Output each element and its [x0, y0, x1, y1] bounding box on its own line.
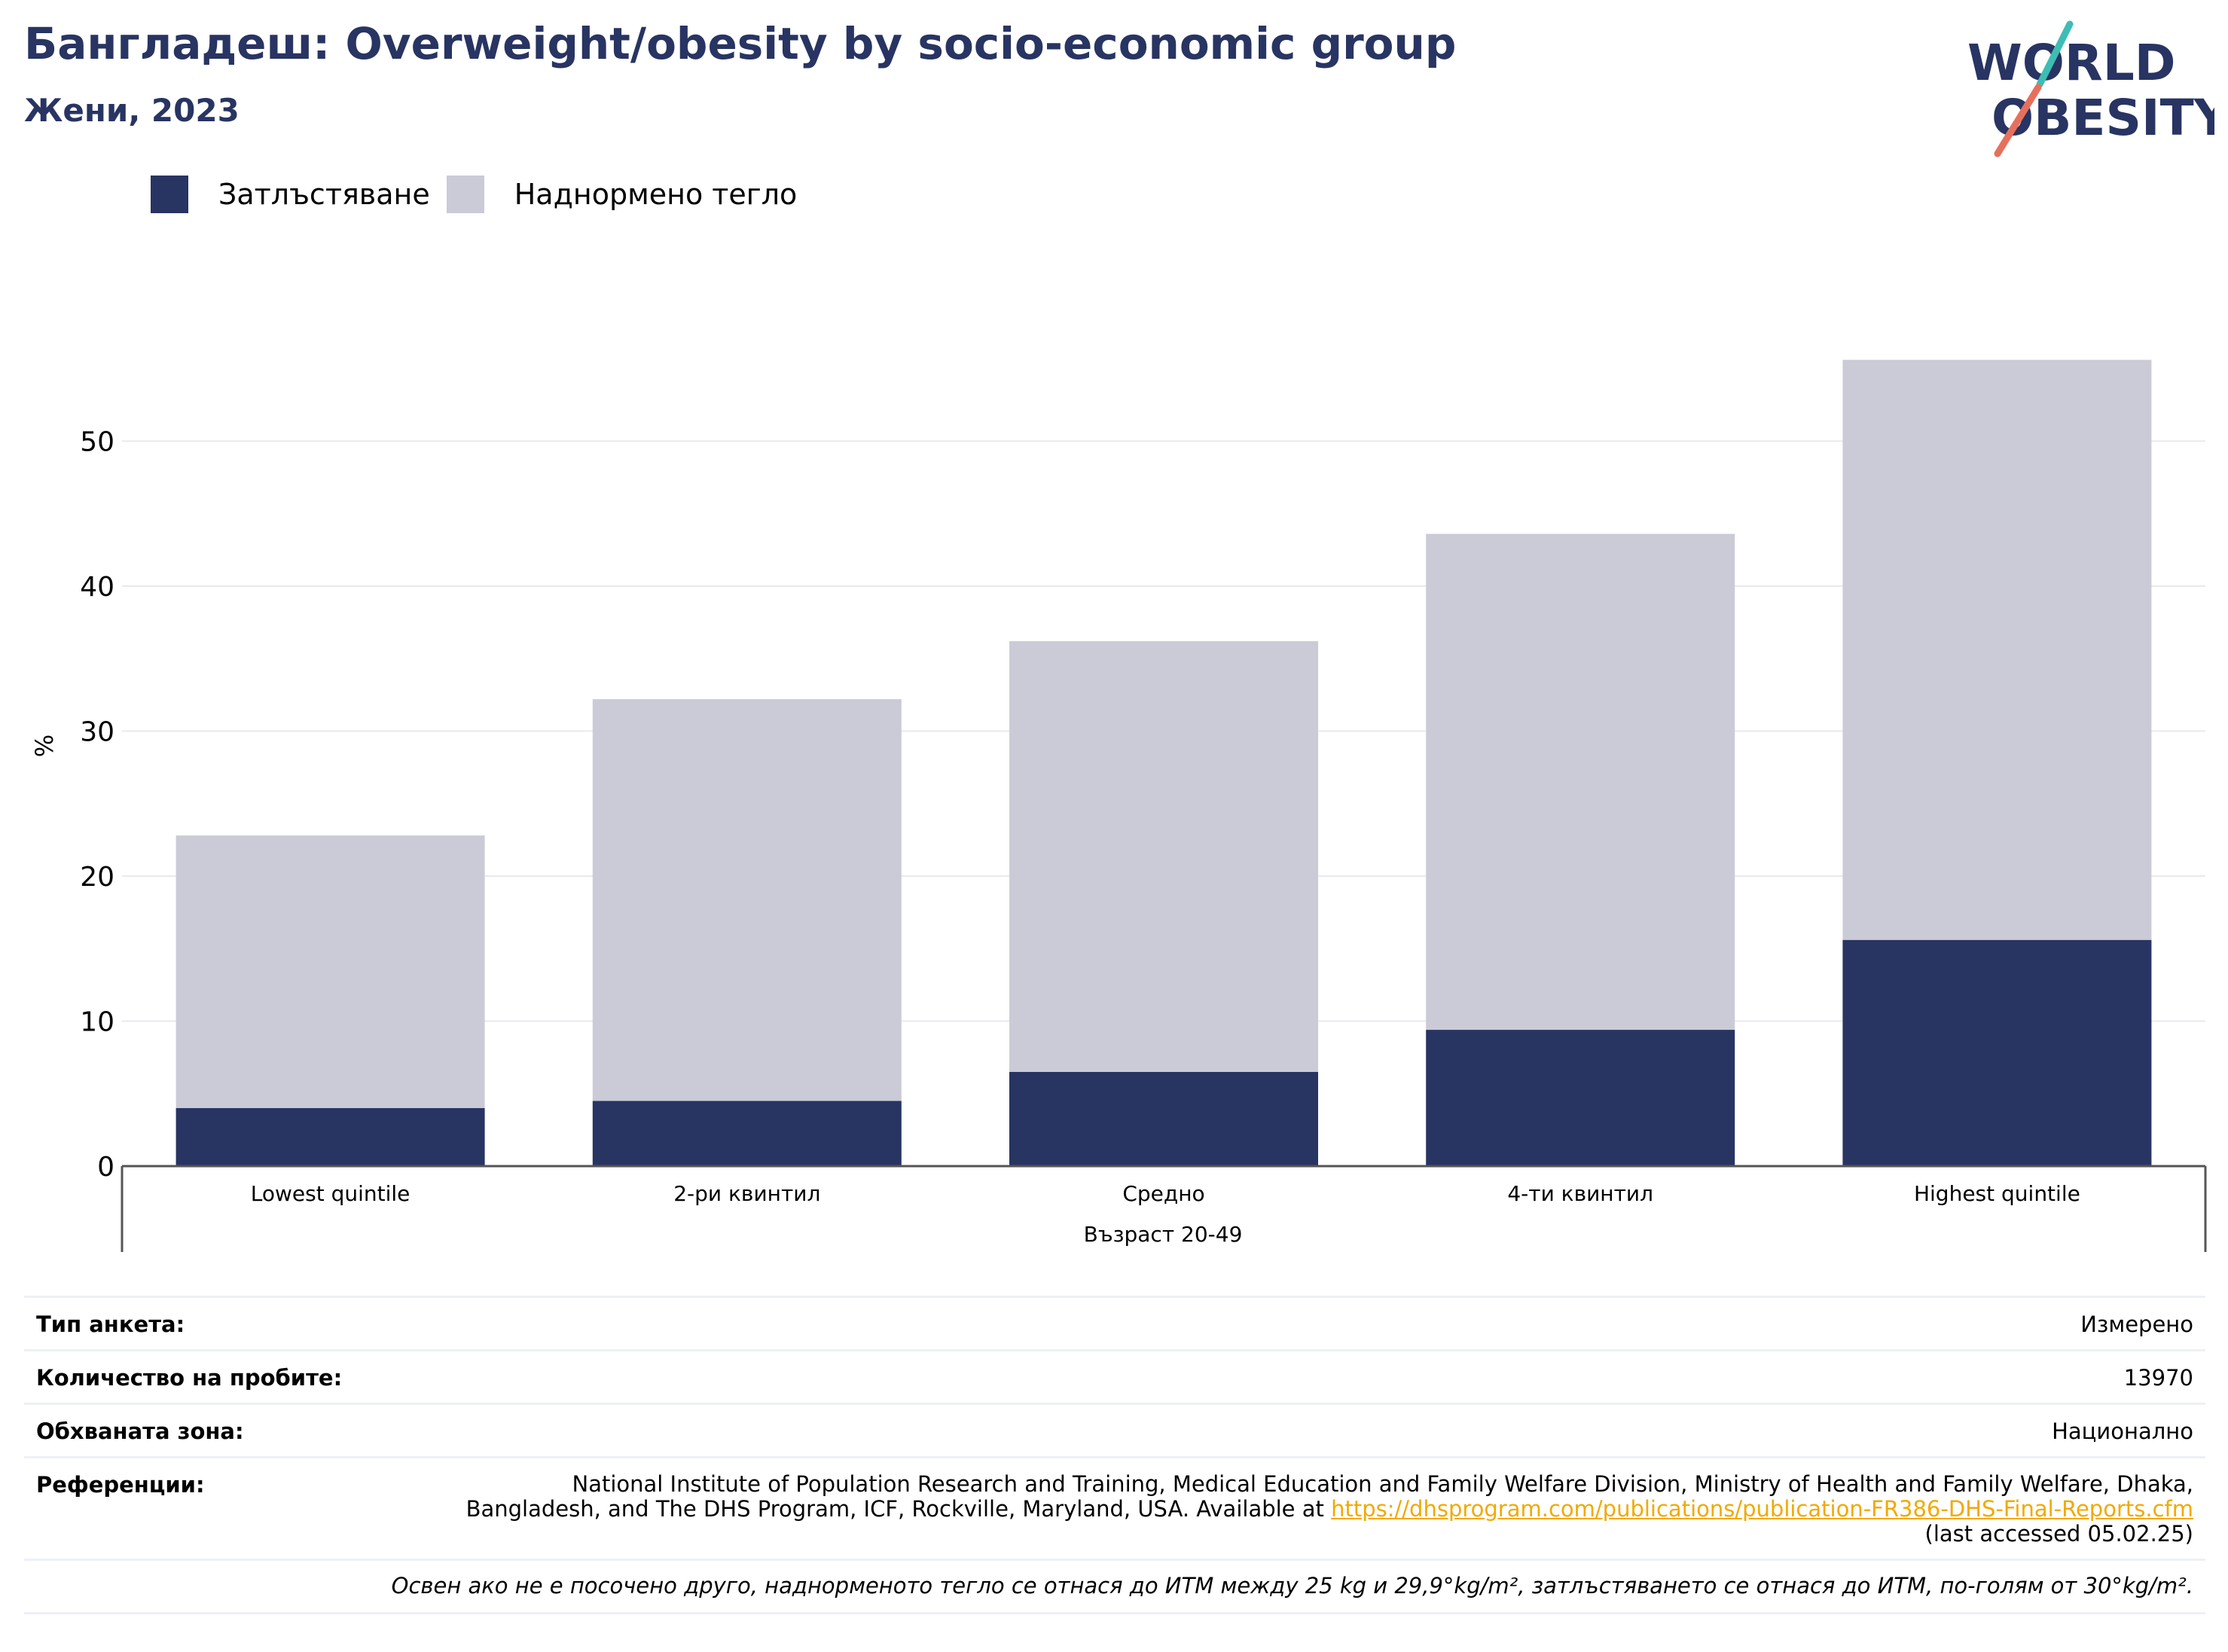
x-tick-label: 4-ти квинтил	[1507, 1181, 1653, 1206]
info-row-coverage: Обхваната зона: Национално	[24, 1403, 2205, 1456]
legend-label-overweight: Наднормено тегло	[514, 178, 798, 211]
bar-overweight[interactable]	[592, 699, 902, 1101]
info-row-survey-type: Тип анкета: Измерено	[24, 1296, 2205, 1349]
references-text: National Institute of Population Researc…	[465, 1471, 2193, 1522]
coverage-label: Обхваната зона:	[36, 1418, 244, 1444]
references-link[interactable]: https://dhsprogram.com/publications/publ…	[1331, 1496, 2193, 1522]
legend-swatch-obesity	[151, 176, 188, 213]
x-tick-label: Lowest quintile	[251, 1181, 411, 1206]
survey-type-label: Тип анкета:	[36, 1312, 185, 1337]
y-tick-label: 20	[80, 862, 114, 893]
y-tick-label: 0	[97, 1152, 114, 1183]
bar-obesity[interactable]	[1426, 1030, 1735, 1166]
logo-line1: WORLD	[1967, 34, 2176, 92]
references-label: Референции:	[36, 1472, 205, 1498]
y-tick-label: 50	[80, 427, 114, 458]
world-obesity-logo: WORLD OBESITY	[1967, 20, 2214, 157]
y-tick-label: 10	[80, 1007, 114, 1038]
sample-size-label: Количество на пробите:	[36, 1365, 343, 1391]
legend-swatch-overweight	[446, 176, 484, 213]
references-value: National Institute of Population Researc…	[461, 1472, 2193, 1547]
bar-obesity[interactable]	[175, 1108, 485, 1166]
bar-obesity[interactable]	[1009, 1071, 1318, 1166]
legend-item-obesity[interactable]: Затлъстяване	[151, 176, 430, 213]
info-row-references: Референции: National Institute of Popula…	[24, 1456, 2205, 1559]
chart-legend: Затлъстяване Наднормено тегло	[151, 173, 813, 215]
info-table: Тип анкета: Измерено Количество на проби…	[24, 1296, 2205, 1614]
legend-item-overweight[interactable]: Наднормено тегло	[446, 176, 798, 213]
bar-overweight[interactable]	[1009, 641, 1318, 1072]
y-tick-label: 30	[80, 717, 114, 748]
x-tick-label: 2-ри квинтил	[673, 1181, 820, 1206]
bar-overweight[interactable]	[1842, 359, 2152, 940]
definition-note: Освен ако не е посочено друго, наднормен…	[24, 1559, 2205, 1614]
chart-title: Бангладеш: Overweight/obesity by socio-e…	[24, 18, 1457, 69]
x-tick-label: Средно	[1122, 1181, 1204, 1206]
bar-overweight[interactable]	[175, 835, 485, 1108]
bars	[175, 359, 2152, 1166]
axes: 0 10 20 30 40 50 Lowest quintile 2-ри квинтил Ср…	[80, 427, 2207, 1252]
logo-slash-bottom	[1994, 84, 2042, 157]
bar-obesity[interactable]	[592, 1101, 902, 1166]
survey-type-value: Измерено	[2080, 1312, 2193, 1337]
info-row-sample-size: Количество на пробите: 13970	[24, 1349, 2205, 1403]
sample-size-value: 13970	[2123, 1365, 2193, 1391]
x-tick-label: Highest quintile	[1914, 1181, 2080, 1206]
logo-slash-top	[2036, 20, 2074, 88]
bar-obesity[interactable]	[1842, 939, 2152, 1166]
legend-label-obesity: Затлъстяване	[218, 178, 430, 211]
chart-subtitle: Жени, 2023	[24, 92, 240, 129]
references-suffix: (last accessed 05.02.25)	[1924, 1521, 2193, 1547]
y-axis-label: %	[30, 734, 59, 757]
bar-overweight[interactable]	[1426, 533, 1735, 1031]
y-tick-label: 40	[80, 572, 114, 603]
coverage-value: Национално	[2052, 1418, 2193, 1444]
bar-chart: 0 10 20 30 40 50 Lowest quintile 2-ри квинтил Ср…	[30, 359, 2207, 1252]
x-group-label: Възраст 20-49	[1084, 1222, 1243, 1247]
